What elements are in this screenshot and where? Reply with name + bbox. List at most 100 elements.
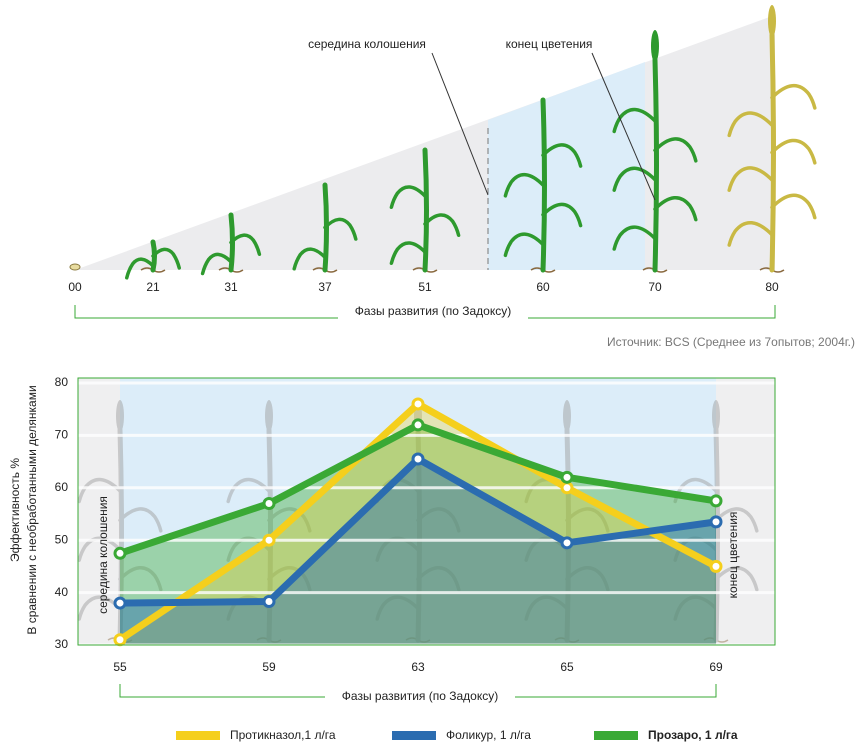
annotation: середина колошения — [96, 496, 110, 614]
plot-frame — [77, 377, 776, 646]
marker — [262, 595, 276, 609]
marker — [113, 596, 127, 610]
leaf — [770, 193, 817, 220]
plant — [727, 5, 817, 273]
stage-label: 21 — [146, 280, 160, 294]
marker — [560, 536, 574, 550]
leaf — [229, 233, 262, 257]
leaf — [267, 566, 312, 592]
leaf — [770, 138, 817, 165]
roots — [554, 637, 580, 643]
annotation: конец цветения — [506, 37, 593, 51]
x-axis-title: Фазы развития (по Задоксу) — [355, 304, 511, 318]
leaf — [200, 252, 233, 276]
leaf — [375, 595, 420, 621]
area — [120, 403, 716, 645]
y-tick-label: 60 — [55, 480, 69, 494]
ear — [116, 400, 124, 432]
seed — [69, 263, 81, 271]
y-tick-label: 80 — [55, 375, 69, 389]
leaf — [653, 137, 698, 163]
leaf — [612, 166, 657, 192]
stem — [564, 427, 571, 643]
roots — [405, 637, 431, 643]
leaf — [389, 185, 427, 209]
leaf — [612, 107, 657, 134]
leader-line — [591, 52, 656, 201]
marker — [262, 497, 276, 511]
leaf — [727, 166, 774, 192]
leaf — [612, 225, 657, 251]
leaf — [727, 111, 774, 138]
leaf — [423, 213, 461, 237]
plot — [78, 381, 775, 647]
legend-swatch — [594, 731, 638, 740]
ear — [651, 30, 659, 62]
plant — [77, 400, 163, 643]
stage-label: 37 — [318, 280, 332, 294]
leaf — [541, 202, 583, 228]
source: Источник: BCS (Среднее из 7опытов; 2004г… — [607, 335, 855, 349]
legend-label: Фоликур, 1 л/га — [446, 728, 531, 742]
plant — [612, 30, 698, 273]
marker — [560, 481, 574, 495]
x-axis-title: Фазы развития (по Задоксу) — [342, 689, 498, 703]
marker — [113, 546, 127, 560]
y-axis-title: Эффективность % — [8, 458, 22, 562]
plant — [292, 182, 358, 273]
leaf — [770, 83, 817, 110]
ear — [712, 400, 720, 432]
marker — [262, 533, 276, 547]
leaf — [323, 217, 358, 241]
leaf — [727, 221, 774, 247]
stage-label: 00 — [68, 280, 82, 294]
leaf — [503, 232, 545, 258]
y-tick-label: 40 — [55, 585, 69, 599]
roots — [703, 637, 729, 643]
marker — [560, 470, 574, 484]
leaf — [524, 595, 569, 621]
legend: Протикназол,1 л/га Фоликур, 1 л/га Прозаро… — [176, 728, 738, 742]
x-tick-label: 65 — [560, 660, 574, 674]
label-bg — [338, 304, 528, 320]
y-tick-label: 30 — [55, 637, 69, 651]
annotation: середина колошения — [308, 37, 426, 51]
y-tick-label: 70 — [55, 428, 69, 442]
marker — [709, 494, 723, 508]
leaf — [565, 566, 610, 592]
marker — [411, 452, 425, 466]
y-axis-subtitle: В сравнении с необработанными делянками — [25, 385, 39, 634]
stage-label: 70 — [648, 280, 662, 294]
roots — [256, 637, 282, 643]
marker — [411, 397, 425, 411]
stage-label: 80 — [765, 280, 779, 294]
ear — [768, 5, 776, 37]
leaf — [389, 241, 427, 265]
stem — [422, 147, 429, 273]
legend-swatch — [176, 731, 220, 740]
x-tick-label: 69 — [709, 660, 723, 674]
label-bg — [325, 689, 515, 705]
leaf — [541, 143, 583, 168]
leaf — [673, 595, 718, 621]
legend-swatch — [392, 731, 436, 740]
plant — [69, 263, 81, 271]
leaf — [118, 566, 163, 592]
leaf — [503, 172, 545, 198]
x-tick-label: 63 — [411, 660, 425, 674]
plant — [389, 147, 461, 273]
leaf — [118, 507, 163, 533]
leaf — [77, 595, 122, 621]
leaf — [151, 247, 181, 270]
plants — [69, 5, 817, 280]
ear — [265, 400, 273, 432]
annotation: конец цветения — [726, 512, 740, 599]
leaf — [714, 507, 759, 533]
x-tick-label: 59 — [262, 660, 276, 674]
leaf — [125, 257, 155, 280]
marker — [709, 559, 723, 573]
x-tick-label: 55 — [113, 660, 127, 674]
area — [120, 458, 716, 645]
plant — [125, 239, 181, 280]
